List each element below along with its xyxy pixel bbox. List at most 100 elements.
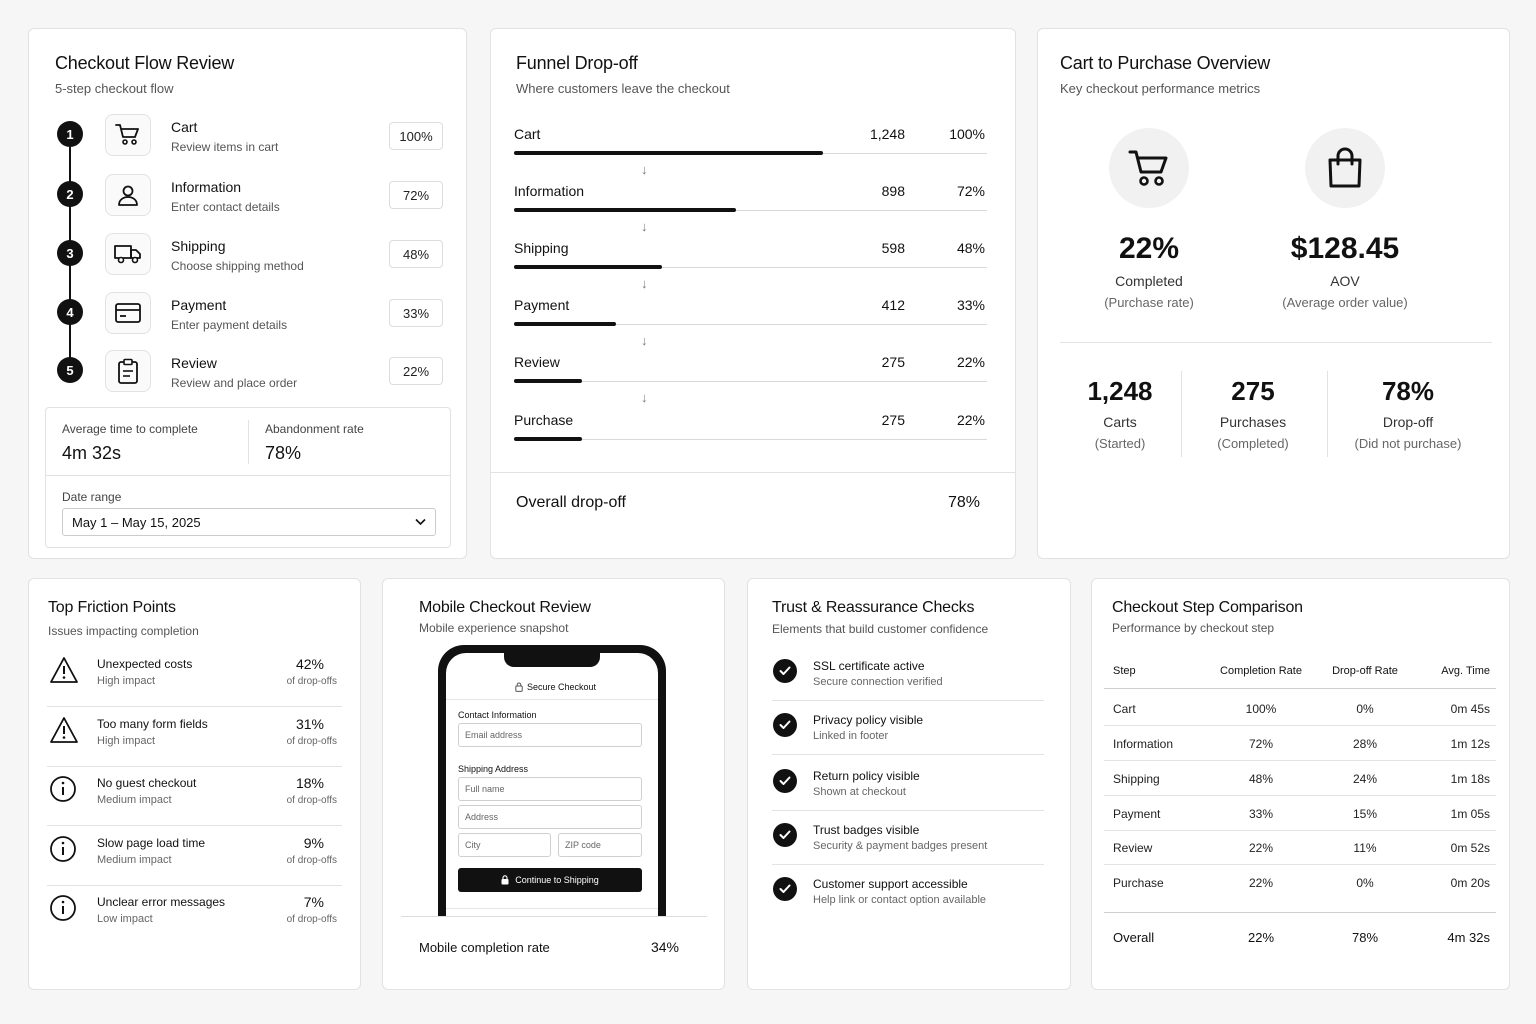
table-header-cell: Drop-off Rate: [1332, 665, 1398, 677]
arrow-down-icon: ↓: [641, 390, 648, 405]
step-desc: Enter contact details: [171, 200, 280, 214]
funnel-step-count: 1,248: [869, 126, 905, 142]
funnel-step-pct: 48%: [956, 240, 985, 256]
funnel-step-label: Information: [514, 183, 585, 199]
table-cell: Purchase: [1113, 876, 1164, 890]
checkout-flow-card: Checkout Flow Review 5-step checkout flo…: [28, 28, 467, 559]
table-cell: Cart: [1113, 702, 1136, 716]
trust-card: Trust & Reassurance Checks Elements that…: [747, 578, 1071, 990]
city-field[interactable]: City: [458, 833, 551, 857]
abandon-label: Abandonment rate: [265, 422, 364, 436]
card-subtitle: Performance by checkout step: [1112, 621, 1275, 635]
trust-divider: [772, 810, 1044, 811]
funnel-step-count: 898: [881, 183, 905, 199]
table-cell: 0m 20s: [1450, 876, 1490, 890]
table-footer-divider: [1104, 912, 1496, 913]
check-circle-icon: [773, 659, 797, 683]
dropoff-sub: (Did not purchase): [1354, 436, 1462, 451]
table-cell: 100%: [1245, 702, 1277, 716]
card-subtitle: Key checkout performance metrics: [1060, 81, 1261, 96]
step-number: 4: [57, 299, 83, 325]
friction-pct-label: of drop-offs: [286, 855, 337, 866]
purchases-label: Purchases: [1219, 414, 1287, 430]
shopping-bag-icon: [1305, 128, 1385, 208]
step-number: 5: [57, 357, 83, 383]
user-icon: [105, 174, 151, 216]
carts-label: Carts: [1103, 414, 1137, 430]
card-title: Funnel Drop-off: [516, 53, 638, 73]
warning-icon: [49, 656, 79, 684]
abandon-value: 78%: [265, 443, 302, 463]
funnel-track: [514, 324, 987, 325]
dropoff-label: Drop-off: [1382, 414, 1434, 430]
table-cell: 22%: [1248, 876, 1274, 890]
carts-value: 1,248: [1087, 376, 1153, 406]
friction-pct-label: of drop-offs: [286, 795, 337, 806]
step-pct: 100%: [389, 122, 443, 150]
trust-sub: Security & payment badges present: [813, 840, 988, 852]
card-subtitle: 5-step checkout flow: [55, 81, 174, 96]
friction-pct-label: of drop-offs: [286, 676, 337, 687]
date-range-value: May 1 – May 15, 2025: [72, 515, 201, 530]
table-header-cell: Completion Rate: [1220, 665, 1302, 677]
trust-sub: Help link or contact option available: [813, 894, 987, 906]
trust-divider: [772, 864, 1044, 865]
table-total-cell: 78%: [1351, 930, 1379, 945]
card-subtitle: Elements that build customer confidence: [772, 622, 989, 636]
friction-card: Top Friction Points Issues impacting com…: [28, 578, 361, 990]
continue-button-label: Continue to Shipping: [515, 875, 599, 885]
overall-dropoff-value: 78%: [947, 494, 980, 511]
table-row-divider: [1104, 864, 1496, 865]
table-header-cell: Avg. Time: [1441, 665, 1490, 677]
friction-pct-label: of drop-offs: [286, 736, 337, 747]
funnel-step-label: Cart: [514, 126, 541, 142]
card-title: Top Friction Points: [48, 599, 176, 616]
address-field[interactable]: Address: [458, 805, 642, 829]
contact-info-label: Contact Information: [458, 710, 537, 720]
phone-notch: [504, 653, 600, 667]
trust-sub: Shown at checkout: [813, 786, 906, 798]
table-cell: 33%: [1248, 807, 1274, 821]
step-desc: Review items in cart: [171, 140, 279, 154]
arrow-down-icon: ↓: [641, 219, 648, 234]
phone-header: Secure Checkout: [527, 682, 597, 692]
table-header-divider: [1104, 688, 1496, 689]
mobile-card: Mobile Checkout Review Mobile experience…: [382, 578, 725, 990]
table-cell: 0m 45s: [1450, 702, 1490, 716]
friction-impact: Medium impact: [97, 854, 172, 866]
friction-title: Too many form fields: [97, 717, 208, 731]
table-row-divider: [1104, 795, 1496, 796]
continue-to-shipping-button[interactable]: Continue to Shipping: [458, 868, 642, 892]
trust-title: Customer support accessible: [813, 877, 968, 891]
overall-dropoff-label: Overall drop-off: [516, 494, 626, 511]
warning-icon: [49, 716, 79, 744]
avg-time-value: 4m 32s: [62, 443, 122, 463]
aov-label: AOV: [1330, 273, 1360, 289]
funnel-step-count: 598: [881, 240, 905, 256]
step-pct: 72%: [389, 181, 443, 209]
funnel-bar: [514, 151, 823, 155]
funnel-card: Funnel Drop-off Where customers leave th…: [490, 28, 1016, 559]
friction-title: Slow page load time: [97, 836, 206, 850]
table-cell: Payment: [1113, 807, 1161, 821]
card-title: Checkout Step Comparison: [1112, 599, 1303, 616]
step-name: Payment: [171, 297, 227, 313]
check-circle-icon: [773, 713, 797, 737]
friction-title: Unclear error messages: [97, 895, 226, 909]
aov-value: $128.45: [1290, 232, 1400, 265]
friction-pct: 31%: [295, 716, 324, 732]
full-name-field[interactable]: Full name: [458, 777, 642, 801]
funnel-step-pct: 22%: [956, 412, 985, 428]
check-circle-icon: [773, 877, 797, 901]
date-range-select[interactable]: May 1 – May 15, 2025: [62, 508, 436, 536]
friction-impact: High impact: [97, 735, 156, 747]
friction-pct: 7%: [303, 894, 324, 910]
stat-divider: [1181, 371, 1182, 457]
arrow-down-icon: ↓: [641, 276, 648, 291]
email-field[interactable]: Email address: [458, 723, 642, 747]
table-cell: 1m 05s: [1450, 807, 1490, 821]
zip-field[interactable]: ZIP code: [558, 833, 642, 857]
table-cell: 72%: [1248, 737, 1274, 751]
friction-pct: 42%: [295, 656, 324, 672]
lock-icon: [515, 682, 523, 692]
